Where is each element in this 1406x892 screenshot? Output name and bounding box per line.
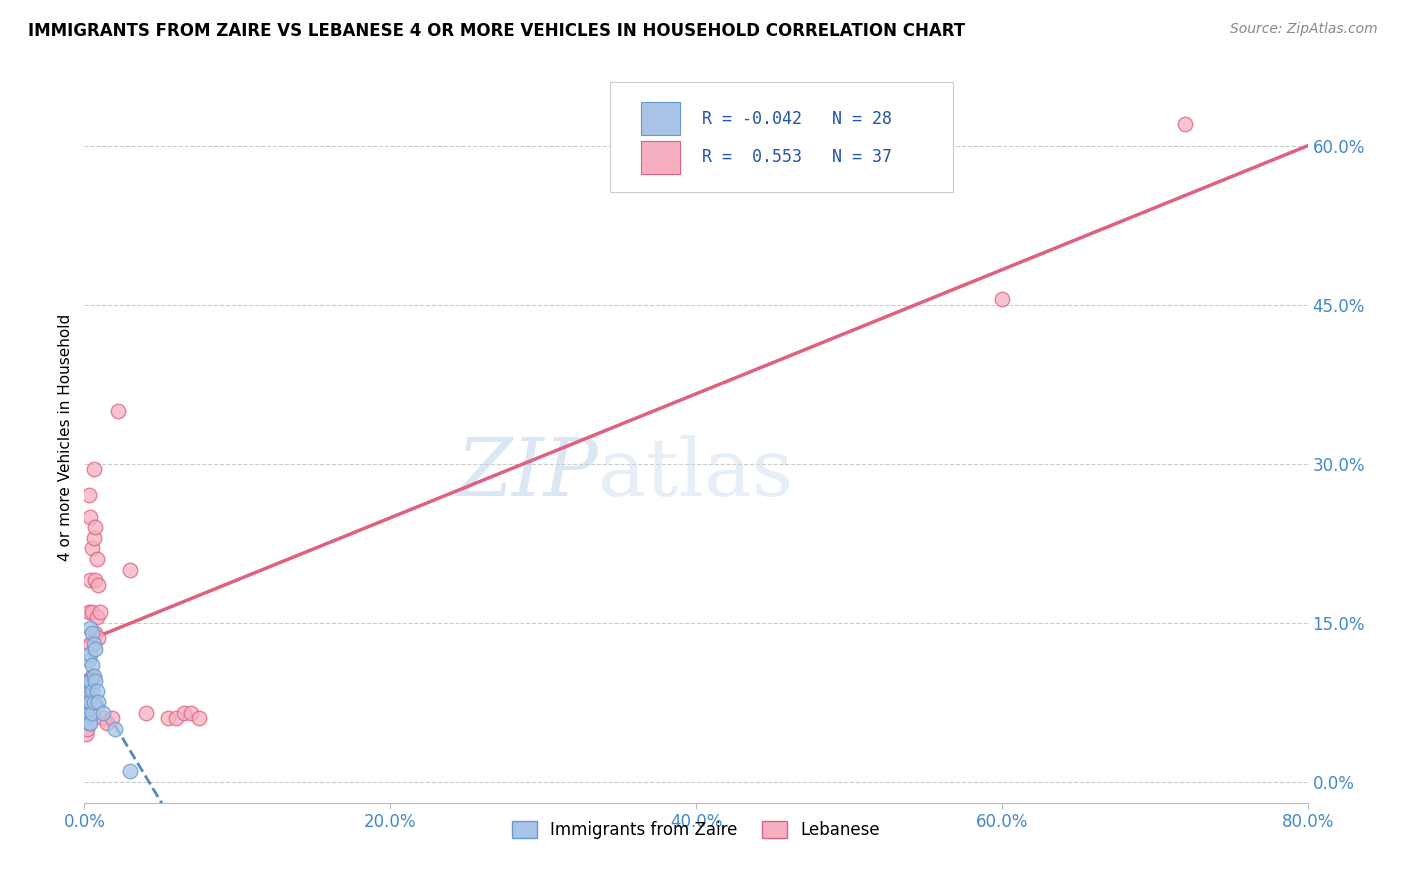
Point <box>79 648 101 662</box>
Point <box>104 722 127 736</box>
Text: Source: ZipAtlas.com: Source: ZipAtlas.com <box>1230 22 1378 37</box>
Point <box>188 711 211 725</box>
Point <box>79 573 101 587</box>
Text: atlas: atlas <box>598 434 793 513</box>
Text: IMMIGRANTS FROM ZAIRE VS LEBANESE 4 OR MORE VEHICLES IN HOUSEHOLD CORRELATION CH: IMMIGRANTS FROM ZAIRE VS LEBANESE 4 OR M… <box>28 22 966 40</box>
Point <box>1174 117 1197 131</box>
Point <box>76 706 98 720</box>
Point <box>80 684 103 698</box>
Point <box>75 711 97 725</box>
Point <box>83 637 105 651</box>
Point <box>173 706 195 720</box>
Legend: Immigrants from Zaire, Lebanese: Immigrants from Zaire, Lebanese <box>505 814 887 846</box>
Point <box>83 531 105 545</box>
Point <box>84 520 107 534</box>
Point <box>77 605 100 619</box>
Point <box>75 695 97 709</box>
Point <box>86 552 108 566</box>
Point <box>77 716 100 731</box>
Text: ZIP: ZIP <box>457 435 598 512</box>
Point <box>76 673 98 688</box>
Point <box>79 621 101 635</box>
Point <box>77 695 100 709</box>
Point <box>86 684 108 698</box>
Y-axis label: 4 or more Vehicles in Household: 4 or more Vehicles in Household <box>58 313 73 561</box>
Point <box>77 673 100 688</box>
Point <box>79 673 101 688</box>
Point <box>89 605 111 619</box>
Point <box>77 690 100 704</box>
Point <box>991 293 1014 307</box>
Point <box>91 706 114 720</box>
Point <box>83 668 105 682</box>
Point <box>107 403 129 417</box>
Point <box>83 695 105 709</box>
FancyBboxPatch shape <box>641 141 681 174</box>
Point <box>84 673 107 688</box>
FancyBboxPatch shape <box>641 102 681 135</box>
Point <box>76 700 98 714</box>
Point <box>80 658 103 673</box>
Point <box>80 605 103 619</box>
Point <box>77 653 100 667</box>
Point <box>84 642 107 657</box>
Point <box>165 711 187 725</box>
Point <box>91 711 114 725</box>
Point <box>76 679 98 693</box>
Text: R =  0.553   N = 37: R = 0.553 N = 37 <box>702 148 891 166</box>
Point <box>75 727 97 741</box>
Point <box>77 488 100 502</box>
Point <box>87 632 110 646</box>
Point <box>180 706 202 720</box>
Point <box>86 610 108 624</box>
Text: R = -0.042   N = 28: R = -0.042 N = 28 <box>702 110 891 128</box>
Point <box>120 764 142 778</box>
Point <box>79 509 101 524</box>
Point <box>76 722 98 736</box>
Point <box>87 578 110 592</box>
Point <box>79 716 101 731</box>
Point <box>75 711 97 725</box>
Point <box>80 541 103 556</box>
Point <box>101 711 124 725</box>
Point <box>87 695 110 709</box>
Point <box>80 626 103 640</box>
Point <box>96 716 118 731</box>
Point <box>84 573 107 587</box>
Point <box>79 695 101 709</box>
Point <box>120 563 142 577</box>
Point <box>76 690 98 704</box>
Point <box>79 637 101 651</box>
Point <box>157 711 180 725</box>
Point <box>83 462 105 476</box>
Point <box>80 668 103 682</box>
Point <box>80 706 103 720</box>
Point <box>135 706 157 720</box>
Point <box>84 626 107 640</box>
FancyBboxPatch shape <box>610 82 953 192</box>
